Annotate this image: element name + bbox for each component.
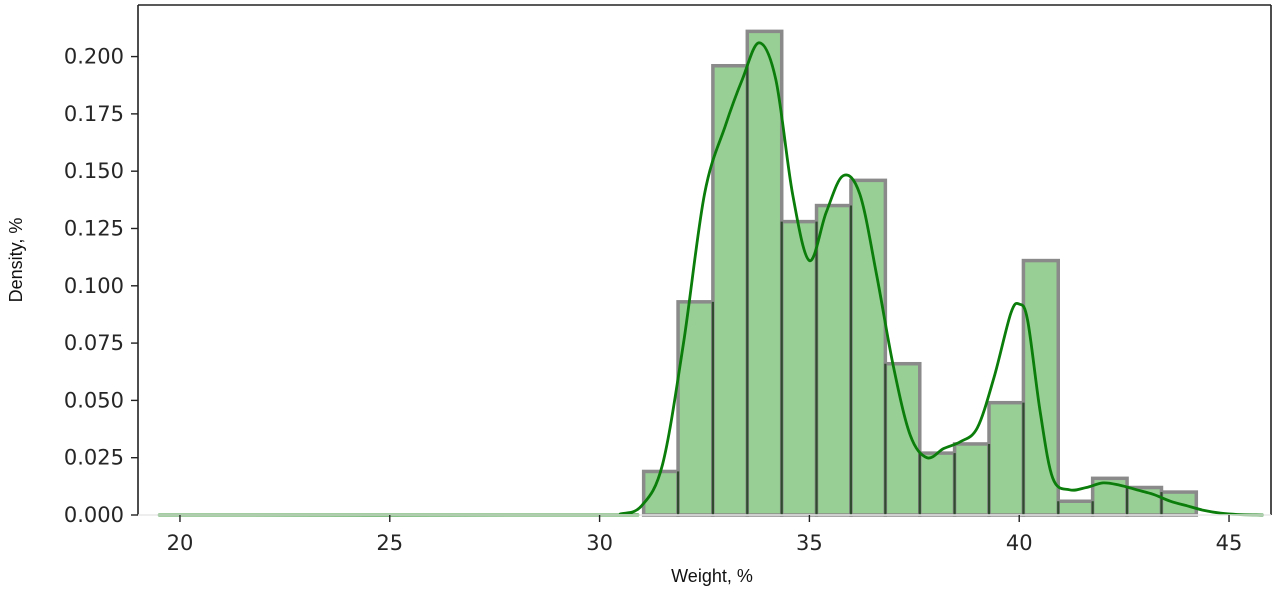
x-tick-label: 30 bbox=[586, 531, 613, 555]
y-tick-label: 0.200 bbox=[64, 45, 124, 69]
histogram-bar bbox=[952, 442, 991, 517]
y-tick-label: 0.100 bbox=[64, 274, 124, 298]
y-tick-label: 0.175 bbox=[64, 102, 124, 126]
axes bbox=[137, 4, 1272, 516]
histogram-bar bbox=[814, 203, 853, 517]
histogram-bar bbox=[987, 400, 1026, 517]
histogram-bar bbox=[641, 469, 680, 517]
x-tick-label: 35 bbox=[796, 531, 823, 555]
x-tick-label: 45 bbox=[1216, 531, 1243, 555]
y-axis-ticks: 0.000 0.025 0.050 0.075 0.100 0.125 0.150 0.175… bbox=[64, 45, 138, 527]
x-tick-label: 25 bbox=[376, 531, 403, 555]
y-tick-label: 0.025 bbox=[64, 446, 124, 470]
histogram-bars bbox=[641, 29, 1199, 517]
y-axis-label: Density, % bbox=[6, 218, 26, 303]
x-axis-ticks: 20 25 30 35 40 45 bbox=[167, 515, 1243, 555]
histogram-bar bbox=[779, 219, 819, 517]
x-tick-label: 40 bbox=[1006, 531, 1033, 555]
kde-density-curve bbox=[157, 41, 1264, 517]
histogram-bar bbox=[918, 451, 957, 517]
y-tick-label: 0.000 bbox=[64, 503, 124, 527]
histogram-bar bbox=[883, 361, 922, 517]
histogram-bar bbox=[676, 300, 715, 517]
histogram-bar bbox=[745, 29, 784, 517]
histogram-bar bbox=[711, 63, 750, 517]
y-tick-label: 0.125 bbox=[64, 216, 124, 240]
histogram-bar bbox=[1056, 499, 1095, 517]
x-tick-label: 20 bbox=[167, 531, 194, 555]
y-tick-label: 0.050 bbox=[64, 388, 124, 412]
y-tick-label: 0.075 bbox=[64, 331, 124, 355]
y-tick-label: 0.150 bbox=[64, 159, 124, 183]
x-axis-label: Weight, % bbox=[671, 566, 753, 586]
